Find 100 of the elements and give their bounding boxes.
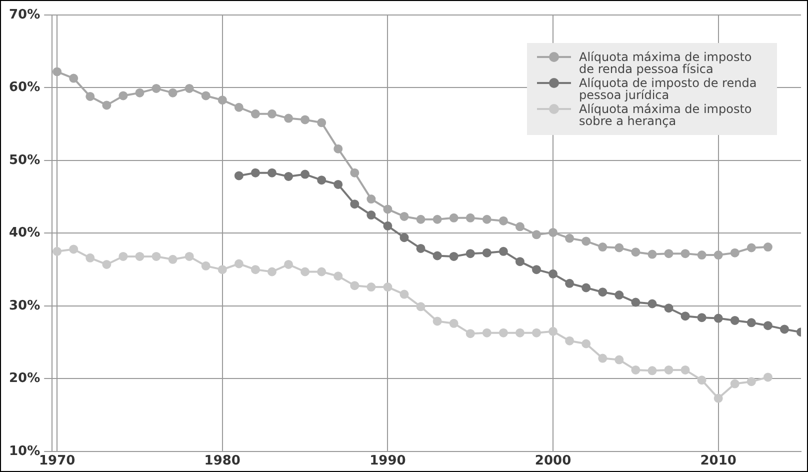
point: [598, 354, 608, 363]
point: [118, 91, 128, 100]
point: [218, 265, 227, 274]
point: [565, 234, 574, 243]
point: [317, 118, 326, 128]
point: [714, 394, 723, 403]
y-tick-label: 10%: [8, 444, 40, 459]
point: [532, 230, 541, 240]
point: [449, 213, 458, 222]
x-tick-label: 1980: [204, 454, 240, 469]
point: [135, 252, 144, 261]
point: [350, 168, 360, 178]
point: [730, 248, 740, 258]
point: [482, 214, 492, 224]
point: [400, 212, 409, 221]
point: [218, 96, 227, 105]
y-tick-label: 20%: [8, 371, 40, 386]
point: [664, 249, 674, 258]
legend-label: Alíquota máxima de imposto de renda pessoa física: [579, 50, 753, 76]
point: [482, 248, 492, 258]
point: [515, 257, 524, 266]
point: [498, 246, 508, 256]
point: [714, 250, 723, 260]
point: [565, 278, 574, 288]
point: [548, 326, 558, 336]
point: [697, 376, 706, 385]
point: [400, 233, 409, 242]
point: [118, 252, 128, 261]
point: [548, 228, 558, 237]
point: [648, 250, 657, 259]
point: [184, 84, 194, 93]
point: [168, 254, 178, 264]
point: [449, 318, 458, 328]
point: [565, 336, 574, 346]
point: [582, 236, 591, 246]
point: [680, 249, 690, 258]
point: [168, 88, 178, 98]
point: [366, 282, 376, 292]
point: [184, 252, 194, 261]
point: [532, 328, 541, 338]
point: [250, 265, 260, 274]
point: [300, 267, 310, 276]
y-tick-label: 60%: [8, 80, 40, 96]
point: [86, 253, 95, 262]
point: [614, 243, 624, 252]
x-tick-label: 1990: [370, 454, 406, 469]
point: [746, 318, 756, 328]
point: [366, 194, 376, 204]
point: [300, 115, 310, 124]
point: [201, 261, 210, 270]
point: [334, 180, 343, 189]
point: [598, 242, 608, 252]
point: [548, 269, 558, 278]
y-tick-label: 50%: [8, 152, 40, 168]
point: [350, 281, 360, 290]
point: [234, 102, 244, 112]
point: [614, 355, 624, 364]
point: [780, 324, 789, 334]
x-tick-label: 2010: [700, 454, 736, 469]
point: [152, 252, 161, 261]
point: [69, 74, 78, 83]
point: [763, 372, 772, 382]
point: [334, 144, 343, 154]
point: [631, 248, 640, 257]
point: [267, 109, 276, 118]
point: [631, 298, 640, 307]
point: [763, 321, 772, 330]
point: [680, 312, 690, 321]
point: [267, 168, 276, 178]
point: [631, 365, 640, 374]
point: [598, 288, 608, 297]
point: [284, 172, 294, 181]
x-tick-label: 2000: [534, 454, 572, 469]
point: [730, 379, 740, 388]
point: [648, 299, 657, 308]
point: [416, 214, 426, 224]
point: [432, 316, 442, 326]
point: [383, 204, 392, 214]
point: [317, 267, 326, 276]
point: [449, 252, 458, 261]
point: [680, 365, 690, 374]
point: [135, 88, 144, 98]
point: [432, 214, 442, 224]
point: [416, 302, 426, 312]
point: [69, 244, 78, 254]
point: [466, 329, 475, 338]
point: [52, 67, 62, 76]
point: [102, 260, 112, 269]
point: [664, 365, 674, 374]
point: [532, 265, 541, 274]
point: [250, 168, 260, 178]
point: [383, 282, 392, 292]
point: [432, 251, 442, 260]
point: [284, 114, 294, 123]
point: [466, 249, 475, 258]
point: [697, 250, 706, 260]
point: [383, 221, 392, 230]
point: [284, 260, 294, 269]
point: [482, 328, 492, 338]
point: [515, 328, 524, 338]
